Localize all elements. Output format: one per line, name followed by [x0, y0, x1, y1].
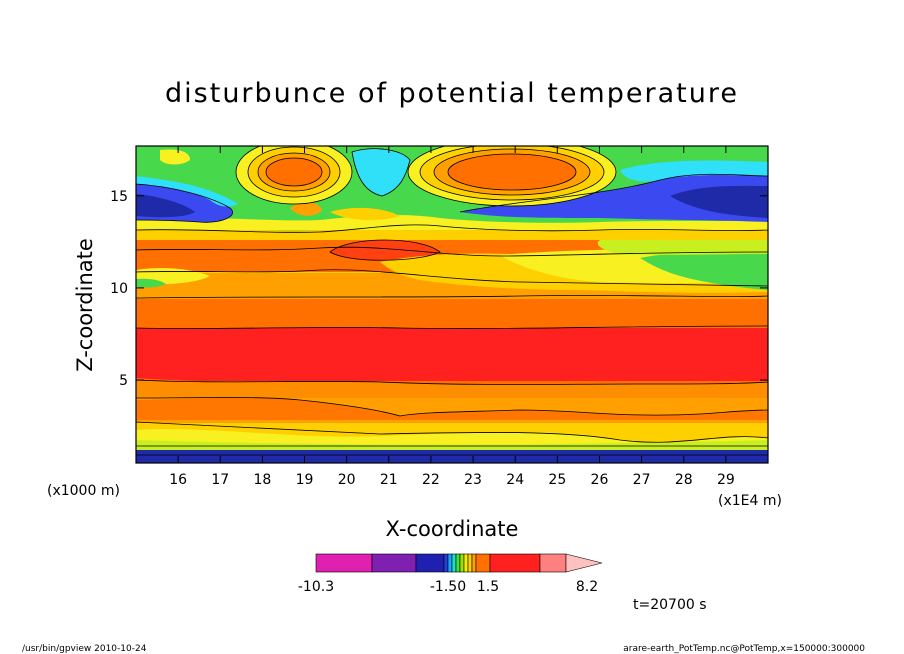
- y-unit-label: (x1000 m): [47, 483, 120, 499]
- colorbar-swatch: [315, 553, 373, 573]
- x-tick-label: 21: [380, 472, 398, 488]
- x-tick-label: 17: [211, 472, 229, 488]
- y-tick-label: 5: [119, 373, 128, 389]
- colorbar-swatch: [471, 553, 477, 573]
- x-tick-label: 25: [548, 472, 566, 488]
- colorbar-arrow: [565, 553, 603, 573]
- colorbar-swatch: [371, 553, 417, 573]
- y-tick-label: 15: [110, 189, 128, 205]
- chart-title: disturbunce of potential temperature: [165, 78, 739, 109]
- colorbar-swatch: [467, 553, 473, 573]
- x-tick-label: 26: [591, 472, 609, 488]
- y-axis-label: Z-coordinate: [73, 238, 97, 372]
- colorbar-label-neg: -1.50: [430, 579, 466, 595]
- contour-cyan-right: [620, 160, 768, 182]
- x-tick-label: 22: [422, 472, 440, 488]
- contour-cyan-center: [352, 148, 410, 196]
- contour-lower-yellow: [136, 428, 768, 446]
- colorbar: [315, 553, 603, 573]
- contour-yellow-green-top: [136, 214, 768, 230]
- contour-light-orange-lower: [136, 378, 768, 398]
- colorbar-swatch: [455, 553, 461, 573]
- contour-blue-right: [460, 174, 768, 222]
- plot-area: [136, 146, 768, 463]
- x-tick-label: 29: [717, 472, 735, 488]
- contour-lower-yellow-green: [136, 440, 768, 450]
- contour-yellow-top: [136, 222, 768, 240]
- x-axis-label: X-coordinate: [386, 517, 519, 541]
- colorbar-swatch: [415, 553, 445, 573]
- colorbar-swatch: [443, 553, 449, 573]
- colorbar-swatch: [459, 553, 465, 573]
- colorbar-swatch: [463, 553, 469, 573]
- contour-lower-orange-wave: [136, 397, 768, 420]
- colorbar-swatch: [447, 553, 453, 573]
- contour-cyan-left: [136, 176, 238, 207]
- contour-cyan-top-left: [160, 149, 190, 165]
- x-tick-label: 18: [253, 472, 271, 488]
- contour-green-left: [136, 278, 166, 288]
- contour-yellow-mid-top: [330, 207, 400, 221]
- x-tick-label: 19: [296, 472, 314, 488]
- x-tick-label: 23: [464, 472, 482, 488]
- y-axis-ticks: 5 10 15: [110, 189, 768, 389]
- plot-frame: [135, 145, 769, 464]
- footer-left: /usr/bin/gpview 2010-10-24: [22, 644, 147, 654]
- footer-right: arare-earth_PotTemp.nc@PotTemp,x=150000:…: [623, 644, 865, 654]
- colorbar-label-max: 8.2: [576, 579, 598, 595]
- y-tick-label: 10: [110, 281, 128, 297]
- band-red-core: [136, 325, 768, 381]
- x-unit-label: (x1E4 m): [718, 493, 782, 509]
- colorbar-label-min: -10.3: [298, 579, 334, 595]
- colorbar-swatch: [539, 553, 567, 573]
- contour-red-lobe: [330, 240, 440, 261]
- x-tick-label: 16: [169, 472, 187, 488]
- contour-deep-blue-left: [136, 194, 195, 218]
- contour-lines: [136, 146, 768, 456]
- colorbar-label-pos: 1.5: [477, 579, 499, 595]
- x-axis-ticks: 16 17 18 19 20 21 22 23 24 25 26 27 28 29: [169, 146, 735, 488]
- band-orange-mid: [136, 296, 768, 328]
- contour-yellow-green-blob: [290, 202, 322, 216]
- x-tick-label: 20: [338, 472, 356, 488]
- x-tick-label: 27: [633, 472, 651, 488]
- colorbar-swatch: [489, 553, 541, 573]
- x-tick-label: 28: [675, 472, 693, 488]
- contour-green-right-mid: [640, 252, 768, 290]
- contour-deep-blue-right: [670, 185, 768, 218]
- colorbar-swatch: [451, 553, 457, 573]
- contour-lobe-left-core: [266, 158, 322, 186]
- time-label: t=20700 s: [633, 597, 707, 613]
- x-tick-label: 24: [506, 472, 524, 488]
- contour-lobe-right-core: [448, 154, 576, 190]
- colorbar-swatch: [475, 553, 491, 573]
